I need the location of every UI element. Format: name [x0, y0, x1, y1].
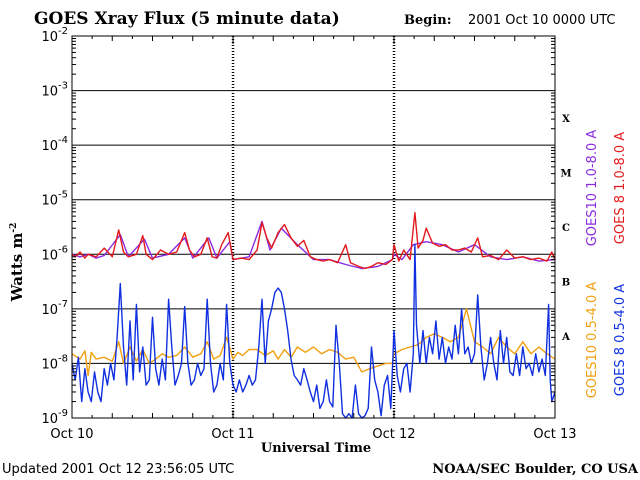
footer-credit: NOAA/SEC Boulder, CO USA — [432, 462, 639, 477]
x-axis-label: Universal Time — [261, 441, 371, 456]
y-tick-label-1: 10-3 — [41, 81, 68, 100]
y-tick-label-4: 10-6 — [41, 244, 68, 263]
y-tick-label-0: 10-2 — [41, 26, 68, 45]
y-axis-label: Watts m-2 — [8, 223, 26, 303]
legend: GOES10 1.0-8.0 A GOES 8 1.0-8.0 A GOES10 0… — [585, 130, 628, 399]
legend-entry-0: GOES10 1.0-8.0 A — [585, 130, 600, 247]
y-tick-label-7: 10-9 — [41, 408, 68, 427]
legend-entry-3: GOES 8 0.5-4.0 A — [613, 284, 628, 396]
y-axis-label-text: Watts m — [8, 233, 26, 303]
legend-entry-2: GOES10 0.5-4.0 A — [585, 282, 600, 399]
series-line-1 — [71, 211, 556, 270]
x-tick-label-0: Oct 10 — [50, 427, 93, 442]
flare-class-A: A — [561, 332, 570, 343]
flare-class-C: C — [562, 223, 570, 234]
y-tick-label-3: 10-5 — [41, 190, 68, 209]
x-tick-label-1: Oct 11 — [211, 427, 254, 442]
svg-text:Watts m-2: Watts m-2 — [8, 223, 26, 303]
series-line-3 — [71, 243, 556, 419]
legend-entry-1: GOES 8 1.0-8.0 A — [613, 132, 628, 244]
flare-class-B: B — [562, 278, 570, 289]
begin-label: Begin: — [404, 13, 452, 28]
footer-updated: Updated 2001 Oct 12 23:56:05 UTC — [2, 462, 234, 477]
y-tick-label-2: 10-4 — [41, 135, 68, 154]
y-axis-label-exponent: -2 — [9, 223, 19, 233]
x-tick-label-2: Oct 12 — [372, 427, 415, 442]
flare-class-M: M — [560, 168, 571, 179]
x-tick-label-3: Oct 13 — [533, 427, 576, 442]
flare-class-X: X — [562, 114, 570, 125]
plot-frame — [71, 35, 556, 419]
chart-title: GOES Xray Flux (5 minute data) — [34, 9, 340, 29]
y-tick-label-5: 10-7 — [41, 299, 68, 318]
begin-value: 2001 Oct 10 0000 UTC — [468, 13, 616, 28]
series-lines — [71, 211, 556, 419]
y-tick-label-6: 10-8 — [41, 353, 68, 372]
